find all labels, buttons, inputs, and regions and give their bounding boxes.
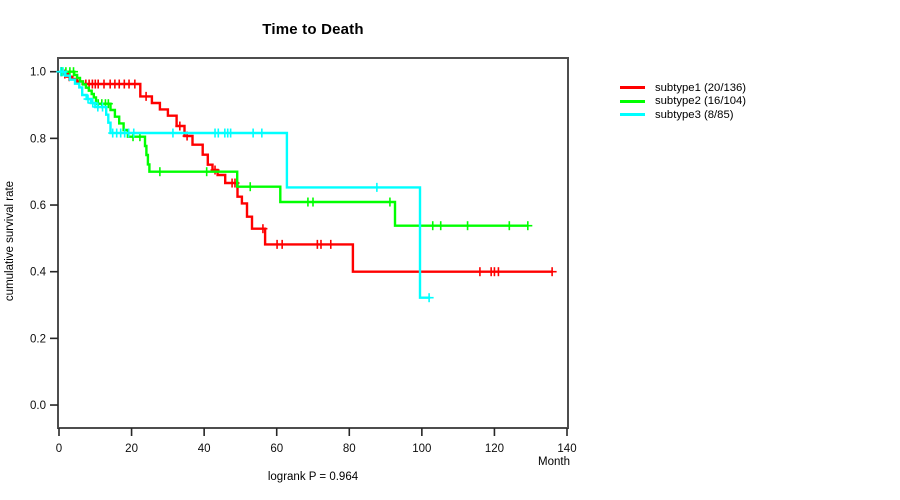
y-tick-label: 0.0	[30, 400, 46, 412]
x-tick-label: 20	[125, 443, 138, 455]
series-subtype3	[56, 67, 434, 303]
x-axis-label: Month	[538, 456, 570, 468]
legend-swatch-subtype2	[620, 99, 645, 103]
y-tick-label: 0.6	[30, 200, 46, 212]
x-tick-label: 40	[198, 443, 211, 455]
y-tick-label: 0.8	[30, 133, 46, 145]
plot-border	[57, 57, 569, 429]
x-tick-label: 80	[343, 443, 356, 455]
censor-marks-subtype2	[57, 67, 533, 231]
survival-curve-subtype3	[59, 70, 431, 299]
legend-label: subtype1 (20/136)	[655, 81, 747, 94]
x-tick-label: 60	[270, 443, 283, 455]
survival-curve-subtype1	[59, 70, 553, 273]
x-tick-label: 140	[557, 443, 576, 455]
x-tick-label: 120	[485, 443, 504, 455]
x-tick-label: 0	[56, 443, 62, 455]
series-subtype1	[56, 67, 557, 277]
y-tick-label: 0.2	[30, 333, 46, 345]
y-tick-label: 1.0	[30, 67, 46, 79]
legend-item-subtype2: subtype2 (16/104)	[620, 95, 746, 109]
legend: subtype1 (20/136) subtype2 (16/104) subt…	[620, 81, 746, 122]
chart-title: Time to Death	[262, 21, 364, 38]
legend-swatch-subtype3	[620, 113, 645, 117]
censor-marks-subtype3	[56, 67, 434, 303]
y-tick-label: 0.4	[30, 267, 47, 279]
series-subtype2	[57, 67, 533, 231]
x-tick-label: 100	[412, 443, 431, 455]
legend-item-subtype1: subtype1 (20/136)	[620, 81, 746, 95]
legend-item-subtype3: subtype3 (8/85)	[620, 108, 746, 122]
legend-label: subtype3 (8/85)	[655, 108, 734, 121]
logrank-annotation: logrank P = 0.964	[267, 471, 359, 483]
legend-swatch-subtype1	[620, 86, 645, 90]
legend-label: subtype2 (16/104)	[655, 95, 747, 108]
survival-curve-subtype2	[59, 70, 528, 227]
